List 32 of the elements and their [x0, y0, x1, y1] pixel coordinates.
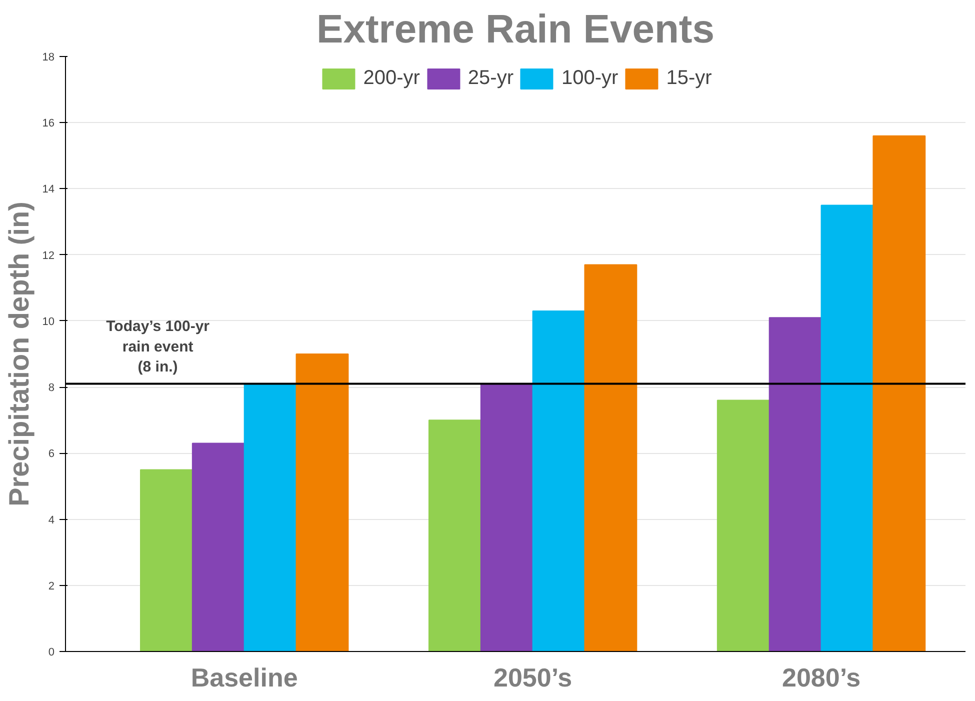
legend-label: 100-yr: [562, 67, 618, 90]
x-tick-label: 2050’s: [494, 662, 572, 692]
bar: [296, 354, 349, 652]
bar: [140, 469, 193, 652]
bar: [480, 383, 534, 652]
bar: [820, 204, 874, 652]
y-tick-label: 0: [48, 646, 55, 658]
y-tick-label: 4: [48, 514, 55, 526]
y-tick-label: 14: [42, 184, 55, 196]
y-tick-label: 10: [42, 316, 55, 328]
y-axis-title: Precipitation depth (in): [3, 202, 34, 506]
bar: [428, 420, 482, 652]
bar: [584, 264, 638, 652]
chart-title: Extreme Rain Events: [316, 8, 714, 52]
x-tick-label: Baseline: [190, 662, 298, 692]
y-tick-label: 6: [48, 448, 55, 460]
y-tick-label: 2: [48, 580, 55, 592]
y-tick-label: 8: [48, 382, 55, 394]
y-tick-label: 16: [42, 118, 55, 130]
legend-label: 25-yr: [468, 67, 514, 90]
y-tick-label: 12: [42, 250, 55, 262]
bar: [872, 135, 926, 652]
legend-label: 200-yr: [363, 67, 420, 90]
bar: [244, 383, 297, 652]
y-tick-label: 18: [42, 52, 55, 64]
x-tick-label: 2080’s: [782, 662, 861, 692]
ref-line-label: Today’s 100-yr rain event (8 in.): [106, 318, 210, 376]
bar: [768, 317, 822, 652]
bar: [532, 310, 586, 652]
legend-label: 15-yr: [666, 67, 712, 90]
bar: [716, 400, 770, 652]
bar: [192, 442, 245, 652]
